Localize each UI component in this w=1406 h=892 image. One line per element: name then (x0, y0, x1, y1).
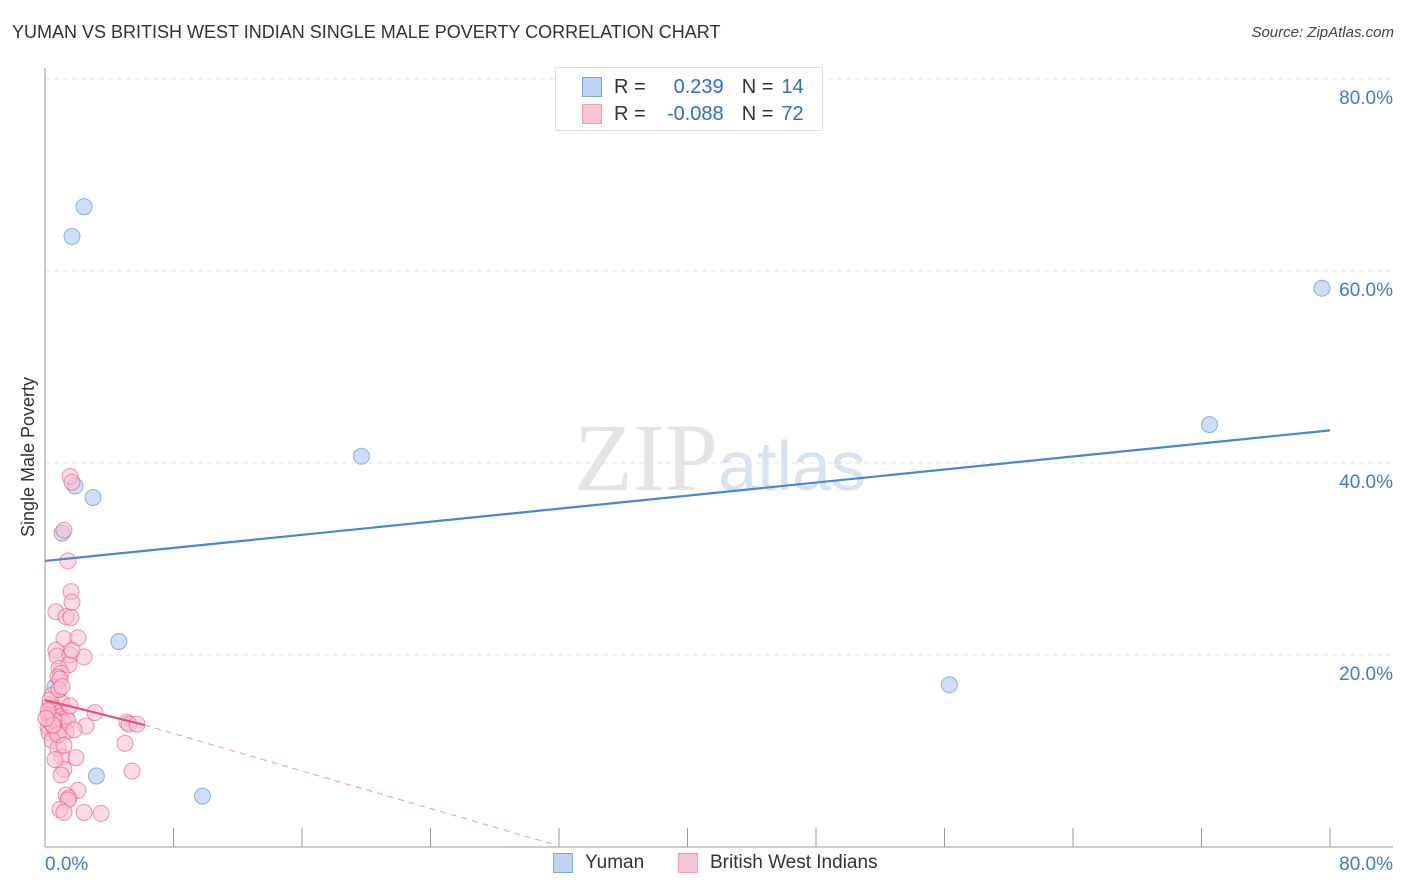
legend-label: Yuman (585, 852, 645, 873)
bottom-legend-bwi: British West Indians (678, 852, 878, 874)
data-point (110, 633, 128, 651)
x-tick-label: 0.0% (45, 854, 88, 875)
data-point (65, 721, 83, 739)
legend-item-yuman: R = 0.239 N = 14 (582, 74, 822, 100)
trend-line-extension (144, 724, 556, 846)
bottom-legend-yuman: Yuman (553, 852, 644, 874)
r-value: -0.088 (666, 102, 724, 125)
data-point (63, 473, 81, 491)
data-point (92, 804, 110, 822)
data-point (55, 521, 73, 539)
data-point (123, 762, 141, 780)
data-point (67, 749, 85, 767)
watermark: ZIPatlas (574, 404, 866, 511)
bwi-series (37, 467, 146, 822)
data-point (87, 767, 105, 785)
n-value: 14 (781, 75, 804, 98)
data-point (62, 609, 80, 627)
data-point (63, 593, 81, 611)
n-label: N = (741, 102, 774, 125)
data-point (59, 552, 77, 570)
legend-label: British West Indians (710, 852, 878, 873)
data-point (53, 678, 71, 696)
data-point (63, 227, 81, 245)
yuman-swatch (553, 853, 573, 873)
chart-title: YUMAN VS BRITISH WEST INDIAN SINGLE MALE… (12, 22, 721, 42)
r-label: R = (614, 102, 646, 125)
y-tick-label: 20.0% (1339, 664, 1393, 685)
data-point (63, 641, 81, 659)
data-point (1201, 416, 1219, 434)
data-point (116, 734, 134, 752)
data-point (46, 751, 64, 769)
r-value: 0.239 (673, 75, 724, 98)
legend-item-bwi: R = -0.088 N = 72 (582, 101, 822, 127)
n-value: 72 (781, 102, 804, 125)
bwi-swatch (678, 853, 698, 873)
data-point (75, 198, 93, 216)
data-point (1313, 279, 1331, 297)
data-point (75, 803, 93, 821)
y-tick-label: 80.0% (1339, 88, 1393, 109)
y-axis-label: Single Male Poverty (18, 377, 38, 537)
n-label: N = (741, 75, 774, 98)
legend: R = 0.239 N = 14 R = -0.088 N = 72 (555, 67, 823, 131)
data-point (193, 787, 211, 805)
data-point (84, 489, 102, 507)
data-point (37, 709, 55, 727)
data-point (55, 803, 73, 821)
x-tick-label: 80.0% (1339, 854, 1393, 875)
r-label: R = (614, 75, 646, 98)
trend-line (44, 429, 1331, 563)
trend-line (44, 699, 145, 727)
source-label: Source: ZipAtlas.com (1251, 24, 1394, 41)
yuman-swatch (582, 77, 602, 97)
y-tick-label: 40.0% (1339, 472, 1393, 493)
data-point (940, 676, 958, 694)
data-point (352, 447, 370, 465)
data-point (52, 766, 70, 784)
y-tick-label: 60.0% (1339, 280, 1393, 301)
data-point (55, 736, 73, 754)
bwi-swatch (582, 104, 602, 124)
